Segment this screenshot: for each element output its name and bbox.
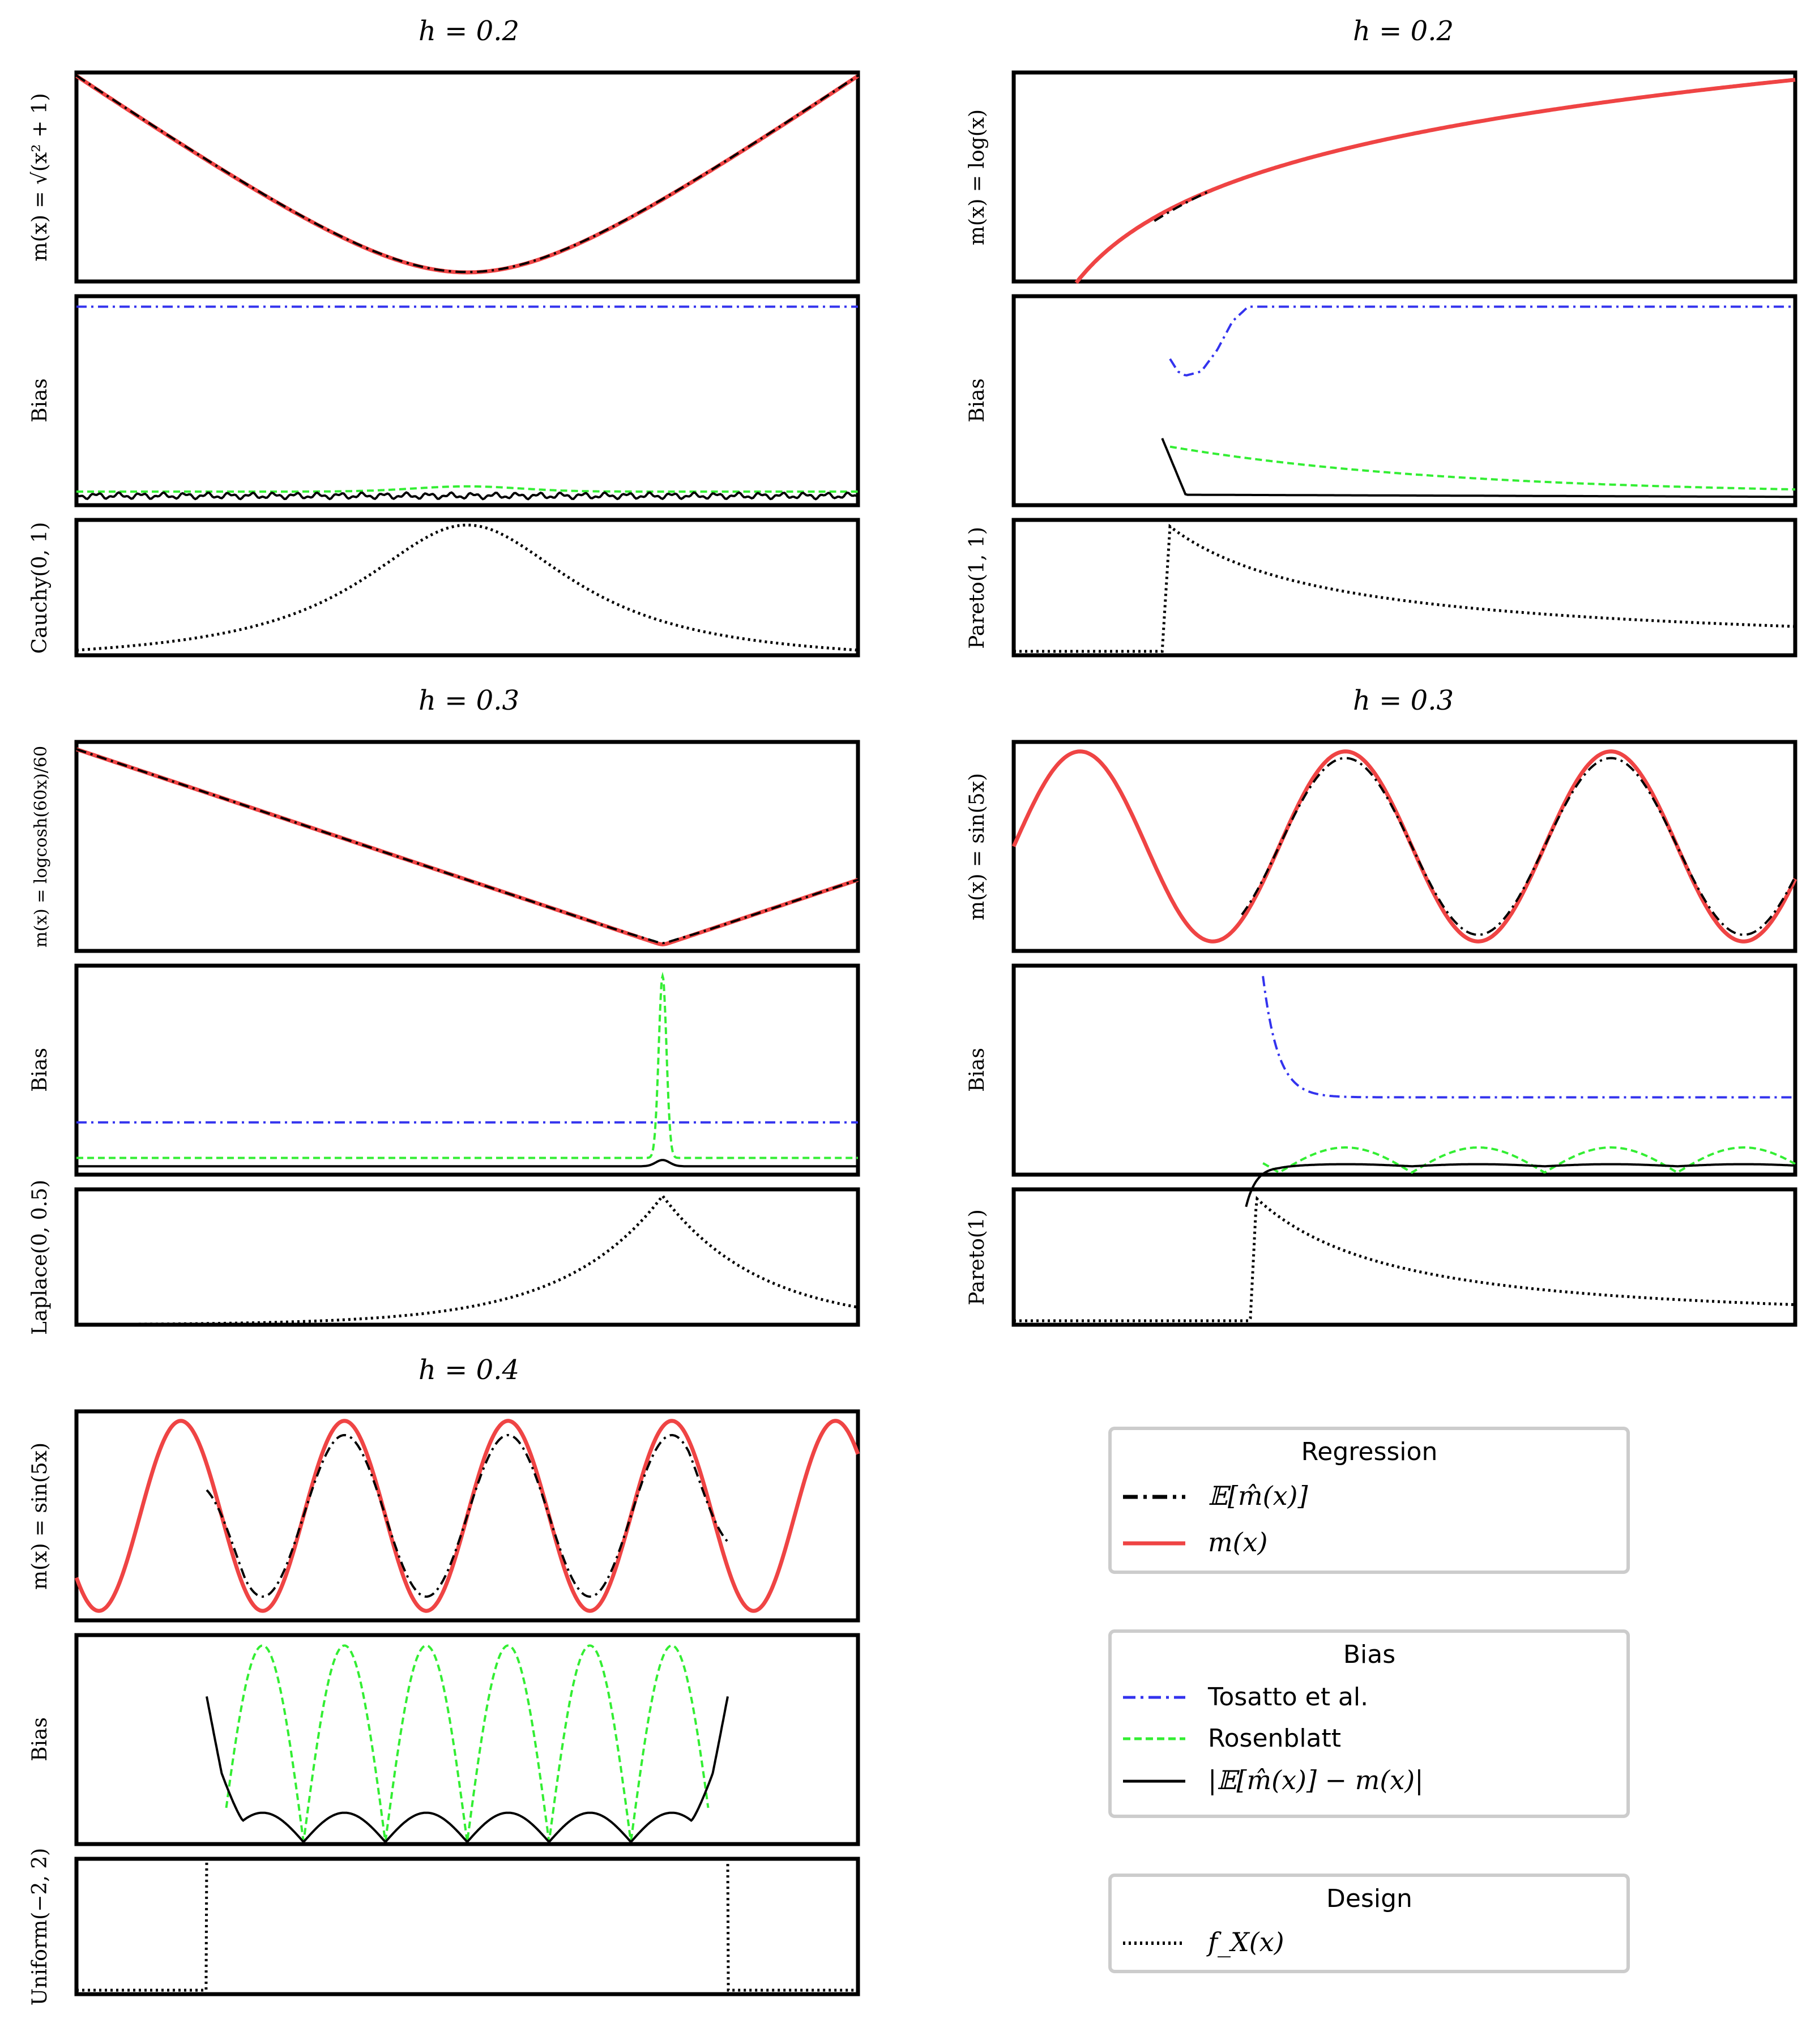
- design-axes: [74, 518, 860, 658]
- legend-title: Design: [1326, 1884, 1412, 1913]
- panel-title: h = 0.2: [419, 15, 519, 47]
- regression-axes: [74, 1409, 860, 1623]
- panel-title: h = 0.3: [1353, 685, 1454, 716]
- legend-bias: Bias Tosatto et al. Rosenblatt |𝔼[m̂(x)]…: [1108, 1629, 1630, 1818]
- abs-error-line: [75, 491, 859, 501]
- rosenblatt-bias-line: [1169, 445, 1795, 491]
- design-density-line: [76, 1857, 858, 1992]
- abs-error-line: [206, 1696, 729, 1844]
- rosenblatt-bias-line: [76, 485, 858, 493]
- tosatto-bias-line: [1262, 976, 1795, 1099]
- panel-title: h = 0.3: [419, 685, 519, 716]
- rosenblatt-bias-line: [225, 1644, 710, 1842]
- design-ylabel: Uniform(−2, 2): [28, 1848, 52, 2005]
- regression-ylabel: m(x) = sin(5x): [966, 773, 989, 920]
- legend-label-design: f_X(x): [1206, 1927, 1284, 1957]
- legend-label-estimate: 𝔼[m̂(x)]: [1208, 1480, 1308, 1511]
- design-density-line: [1014, 523, 1796, 653]
- regression-axes: [74, 740, 860, 953]
- tosatto-bias-line: [1169, 305, 1795, 377]
- estimate-line: [1154, 190, 1210, 222]
- estimate-line: [206, 1433, 729, 1598]
- design-density-line: [76, 1193, 859, 1326]
- rosenblatt-bias-line: [1262, 1146, 1796, 1174]
- regression-ylabel: m(x) = logcosh(60x)/60: [31, 746, 51, 948]
- legend-label-rosenblatt: Rosenblatt: [1208, 1724, 1341, 1753]
- regression-axes: [1011, 70, 1797, 284]
- design-ylabel: Cauchy(0, 1): [28, 522, 52, 654]
- legend-label-abs-error: |𝔼[m̂(x)] − m(x)|: [1208, 1765, 1424, 1795]
- true-function-line: [75, 74, 859, 275]
- design-axes: [74, 1187, 860, 1327]
- legend-title: Regression: [1301, 1437, 1438, 1466]
- bias-axes: [74, 1633, 860, 1846]
- panel-title: h = 0.4: [419, 1354, 519, 1386]
- regression-axes: [74, 70, 860, 284]
- legend-frame: [1108, 1427, 1630, 1574]
- abs-error-line: [1245, 1163, 1796, 1207]
- design-axes: [1011, 1187, 1797, 1327]
- bias-ylabel: Bias: [966, 378, 989, 423]
- design-ylabel: Pareto(1): [966, 1209, 989, 1305]
- legend-title: Bias: [1343, 1640, 1395, 1669]
- regression-ylabel: m(x) = log(x): [966, 109, 989, 245]
- bias-ylabel: Bias: [28, 378, 52, 423]
- panel-group-2: h = 0.2 m(x) = log(x) Bias Pareto(1, 1): [966, 15, 1797, 658]
- panel-group-4: h = 0.3 m(x) = sin(5x) Bias Pareto(1): [966, 685, 1797, 1327]
- bias-axes: [1011, 294, 1797, 507]
- design-ylabel: Pareto(1, 1): [966, 527, 989, 649]
- panel-group-3: h = 0.3 m(x) = logcosh(60x)/60 Bias Lapl…: [28, 685, 860, 1335]
- design-density-line: [76, 523, 859, 652]
- abs-error-line: [76, 1159, 858, 1168]
- regression-ylabel: m(x) = sin(5x): [28, 1443, 52, 1590]
- panel-group-1: h = 0.2 m(x) = √(x² + 1) Bias Cauchy(0, …: [28, 15, 860, 658]
- legend-label-tosatto: Tosatto et al.: [1207, 1683, 1368, 1712]
- bias-axes: [1011, 963, 1797, 1177]
- true-function-line: [75, 747, 859, 947]
- true-function-line: [1011, 749, 1797, 944]
- rosenblatt-bias-line: [76, 971, 858, 1159]
- legend-frame: [1108, 1629, 1630, 1818]
- abs-error-line: [1161, 438, 1795, 498]
- bias-ylabel: Bias: [966, 1048, 989, 1092]
- legend-regression: Regression 𝔼[m̂(x)] m(x): [1108, 1427, 1630, 1574]
- bias-axes: [74, 963, 860, 1177]
- legend-frame: [1108, 1874, 1630, 1973]
- panel-group-5: h = 0.4 m(x) = sin(5x) Bias Uniform(−2, …: [28, 1354, 860, 2005]
- design-ylabel: Laplace(0, 0.5): [28, 1180, 52, 1335]
- estimate-line: [76, 748, 859, 945]
- design-density-line: [1014, 1196, 1796, 1322]
- true-function-line: [1074, 78, 1796, 284]
- design-axes: [1011, 518, 1797, 658]
- bias-ylabel: Bias: [28, 1048, 52, 1092]
- legend-label-true: m(x): [1208, 1527, 1267, 1557]
- panel-title: h = 0.2: [1353, 15, 1454, 47]
- legend-design: Design f_X(x): [1108, 1874, 1630, 1973]
- design-axes: [74, 1857, 860, 1996]
- bias-axes: [74, 294, 860, 507]
- estimate-line: [75, 74, 859, 274]
- bias-ylabel: Bias: [28, 1717, 52, 1761]
- regression-ylabel: m(x) = √(x² + 1): [28, 93, 52, 261]
- estimate-line: [1241, 757, 1796, 936]
